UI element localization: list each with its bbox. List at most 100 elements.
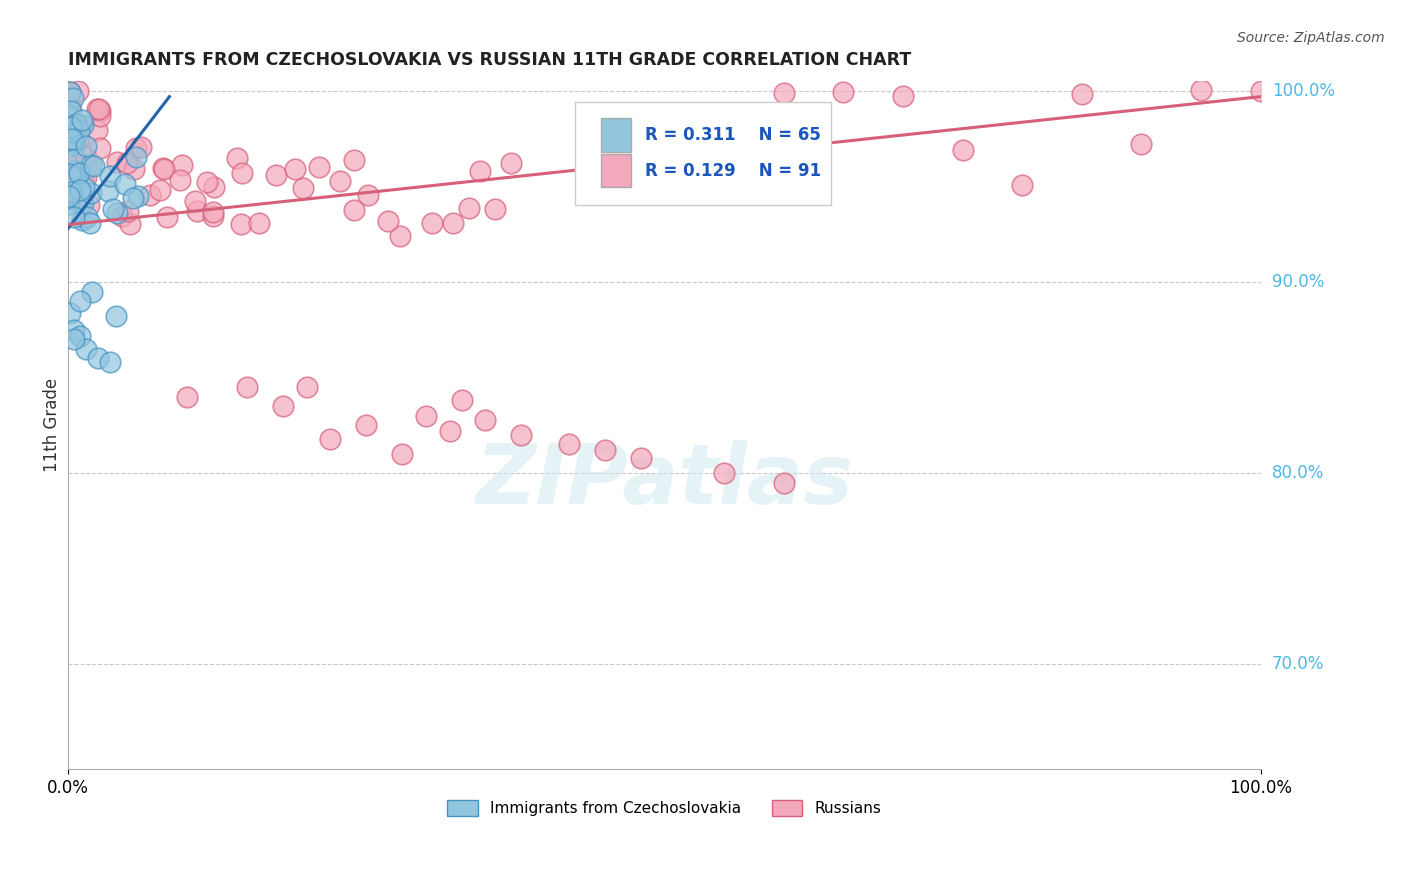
Point: [484, 202, 506, 217]
Point: [129, 140, 152, 154]
Text: IMMIGRANTS FROM CZECHOSLOVAKIA VS RUSSIAN 11TH GRADE CORRELATION CHART: IMMIGRANTS FROM CZECHOSLOVAKIA VS RUSSIA…: [67, 51, 911, 69]
Point: [170, 158, 193, 172]
Point: [59, 120, 82, 135]
Point: [80, 186, 103, 200]
Point: [59, 175, 82, 189]
Point: [107, 205, 129, 219]
Point: [80, 158, 103, 172]
Point: [60, 169, 83, 183]
Point: [176, 390, 198, 404]
Point: [73, 180, 96, 194]
Point: [226, 151, 249, 165]
Point: [69, 328, 91, 343]
Point: [138, 187, 160, 202]
Point: [952, 143, 974, 157]
Point: [79, 216, 101, 230]
Point: [76, 210, 98, 224]
Point: [115, 156, 138, 170]
Point: [1011, 178, 1033, 192]
Point: [470, 163, 492, 178]
Point: [75, 170, 97, 185]
Point: [89, 103, 111, 118]
Point: [202, 209, 225, 223]
Point: [152, 161, 174, 175]
Point: [69, 294, 91, 309]
Point: [105, 155, 128, 169]
Point: [60, 138, 83, 153]
Point: [83, 160, 105, 174]
Point: [184, 194, 207, 208]
Point: [772, 475, 794, 490]
Point: [58, 125, 80, 139]
Point: [59, 99, 82, 113]
Text: 100.0%: 100.0%: [1272, 82, 1334, 100]
Point: [66, 179, 89, 194]
Point: [195, 175, 218, 189]
Point: [70, 213, 93, 227]
Point: [65, 117, 87, 131]
Point: [343, 202, 366, 217]
Point: [66, 84, 89, 98]
Point: [1130, 136, 1153, 151]
Text: 80.0%: 80.0%: [1272, 464, 1324, 482]
Point: [59, 85, 82, 99]
Point: [60, 174, 83, 188]
Point: [59, 85, 82, 99]
Point: [58, 189, 80, 203]
Point: [58, 197, 80, 211]
Point: [65, 169, 87, 184]
Point: [65, 170, 87, 185]
Point: [65, 133, 87, 147]
Point: [72, 118, 94, 132]
Text: 90.0%: 90.0%: [1272, 273, 1324, 291]
Point: [125, 141, 148, 155]
Point: [114, 177, 136, 191]
Point: [86, 103, 108, 117]
Point: [474, 412, 496, 426]
Point: [87, 351, 110, 366]
Legend: Immigrants from Czechoslovakia, Russians: Immigrants from Czechoslovakia, Russians: [440, 792, 889, 823]
Point: [60, 134, 83, 148]
Point: [67, 120, 90, 135]
Point: [186, 203, 208, 218]
Point: [291, 181, 314, 195]
Point: [62, 129, 84, 144]
Point: [62, 136, 84, 150]
Point: [772, 86, 794, 100]
Point: [117, 203, 139, 218]
Point: [103, 202, 125, 217]
Point: [201, 205, 224, 219]
Point: [593, 443, 616, 458]
Point: [377, 214, 399, 228]
Point: [60, 130, 83, 145]
Point: [630, 450, 652, 465]
Point: [450, 393, 472, 408]
Point: [104, 310, 127, 324]
Point: [295, 380, 318, 394]
Point: [169, 172, 191, 186]
Point: [415, 409, 437, 423]
Point: [343, 153, 366, 167]
Point: [575, 149, 598, 163]
Point: [127, 189, 149, 203]
Point: [354, 418, 377, 433]
Point: [62, 125, 84, 139]
Point: [86, 122, 108, 136]
Point: [63, 133, 86, 147]
Point: [389, 228, 412, 243]
Text: ZIPatlas: ZIPatlas: [475, 440, 853, 521]
Point: [69, 195, 91, 210]
Text: Source: ZipAtlas.com: Source: ZipAtlas.com: [1237, 31, 1385, 45]
Point: [231, 165, 253, 179]
Point: [122, 162, 145, 177]
Point: [357, 188, 380, 202]
Point: [75, 150, 97, 164]
Point: [60, 120, 83, 135]
Point: [80, 285, 103, 299]
Point: [329, 174, 352, 188]
Point: [59, 167, 82, 181]
Point: [67, 124, 90, 138]
Point: [713, 466, 735, 480]
Point: [98, 355, 121, 369]
Point: [1070, 87, 1092, 102]
